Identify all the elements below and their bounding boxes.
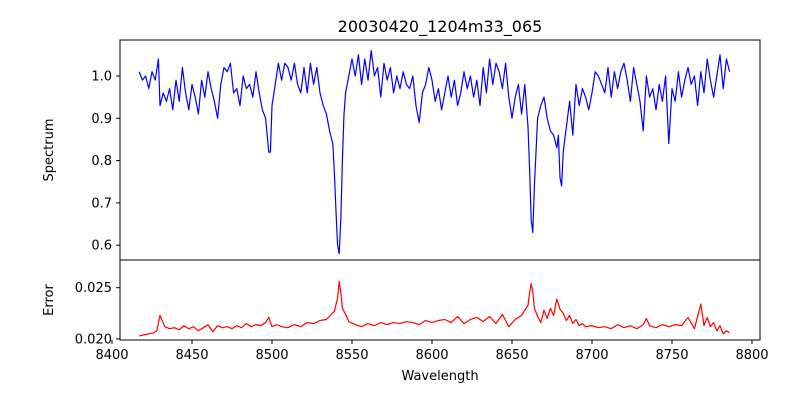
x-tick-label: 8450 [175, 348, 208, 363]
x-tick-label: 8700 [575, 348, 608, 363]
x-axis-label: Wavelength [401, 369, 478, 384]
x-tick-label: 8500 [255, 348, 288, 363]
spectrum-ylabel: Spectrum [42, 119, 57, 182]
error-axes-frame [119, 259, 761, 341]
chart-title: 20030420_1204m33_065 [338, 17, 543, 37]
error-ylabel: Error [42, 284, 57, 316]
y-tick-label: 0.6 [91, 239, 112, 254]
spectrum-series-line [138, 49, 731, 255]
x-tick-label: 8750 [655, 348, 688, 363]
y-tick-label: 0.9 [91, 112, 112, 127]
error-series-line [139, 280, 730, 337]
y-tick-label: 0.025 [75, 281, 112, 296]
spectrum-panel: 0.6 0.7 0.8 0.9 1.0 Spectrum [42, 39, 761, 261]
x-tick-label: 8400 [95, 348, 128, 363]
x-tick-label: 8650 [495, 348, 528, 363]
y-tick-label: 0.020 [75, 332, 112, 347]
y-tick-label: 0.7 [91, 196, 112, 211]
y-tick-label: 0.8 [91, 154, 112, 169]
x-tick-label: 8600 [415, 348, 448, 363]
x-tick-label: 8800 [735, 348, 768, 363]
y-tick-label: 1.0 [91, 69, 112, 84]
error-panel: 0.020 0.025 Error [42, 259, 761, 347]
spectrum-axes-frame [119, 39, 761, 261]
x-tick-label: 8550 [335, 348, 368, 363]
